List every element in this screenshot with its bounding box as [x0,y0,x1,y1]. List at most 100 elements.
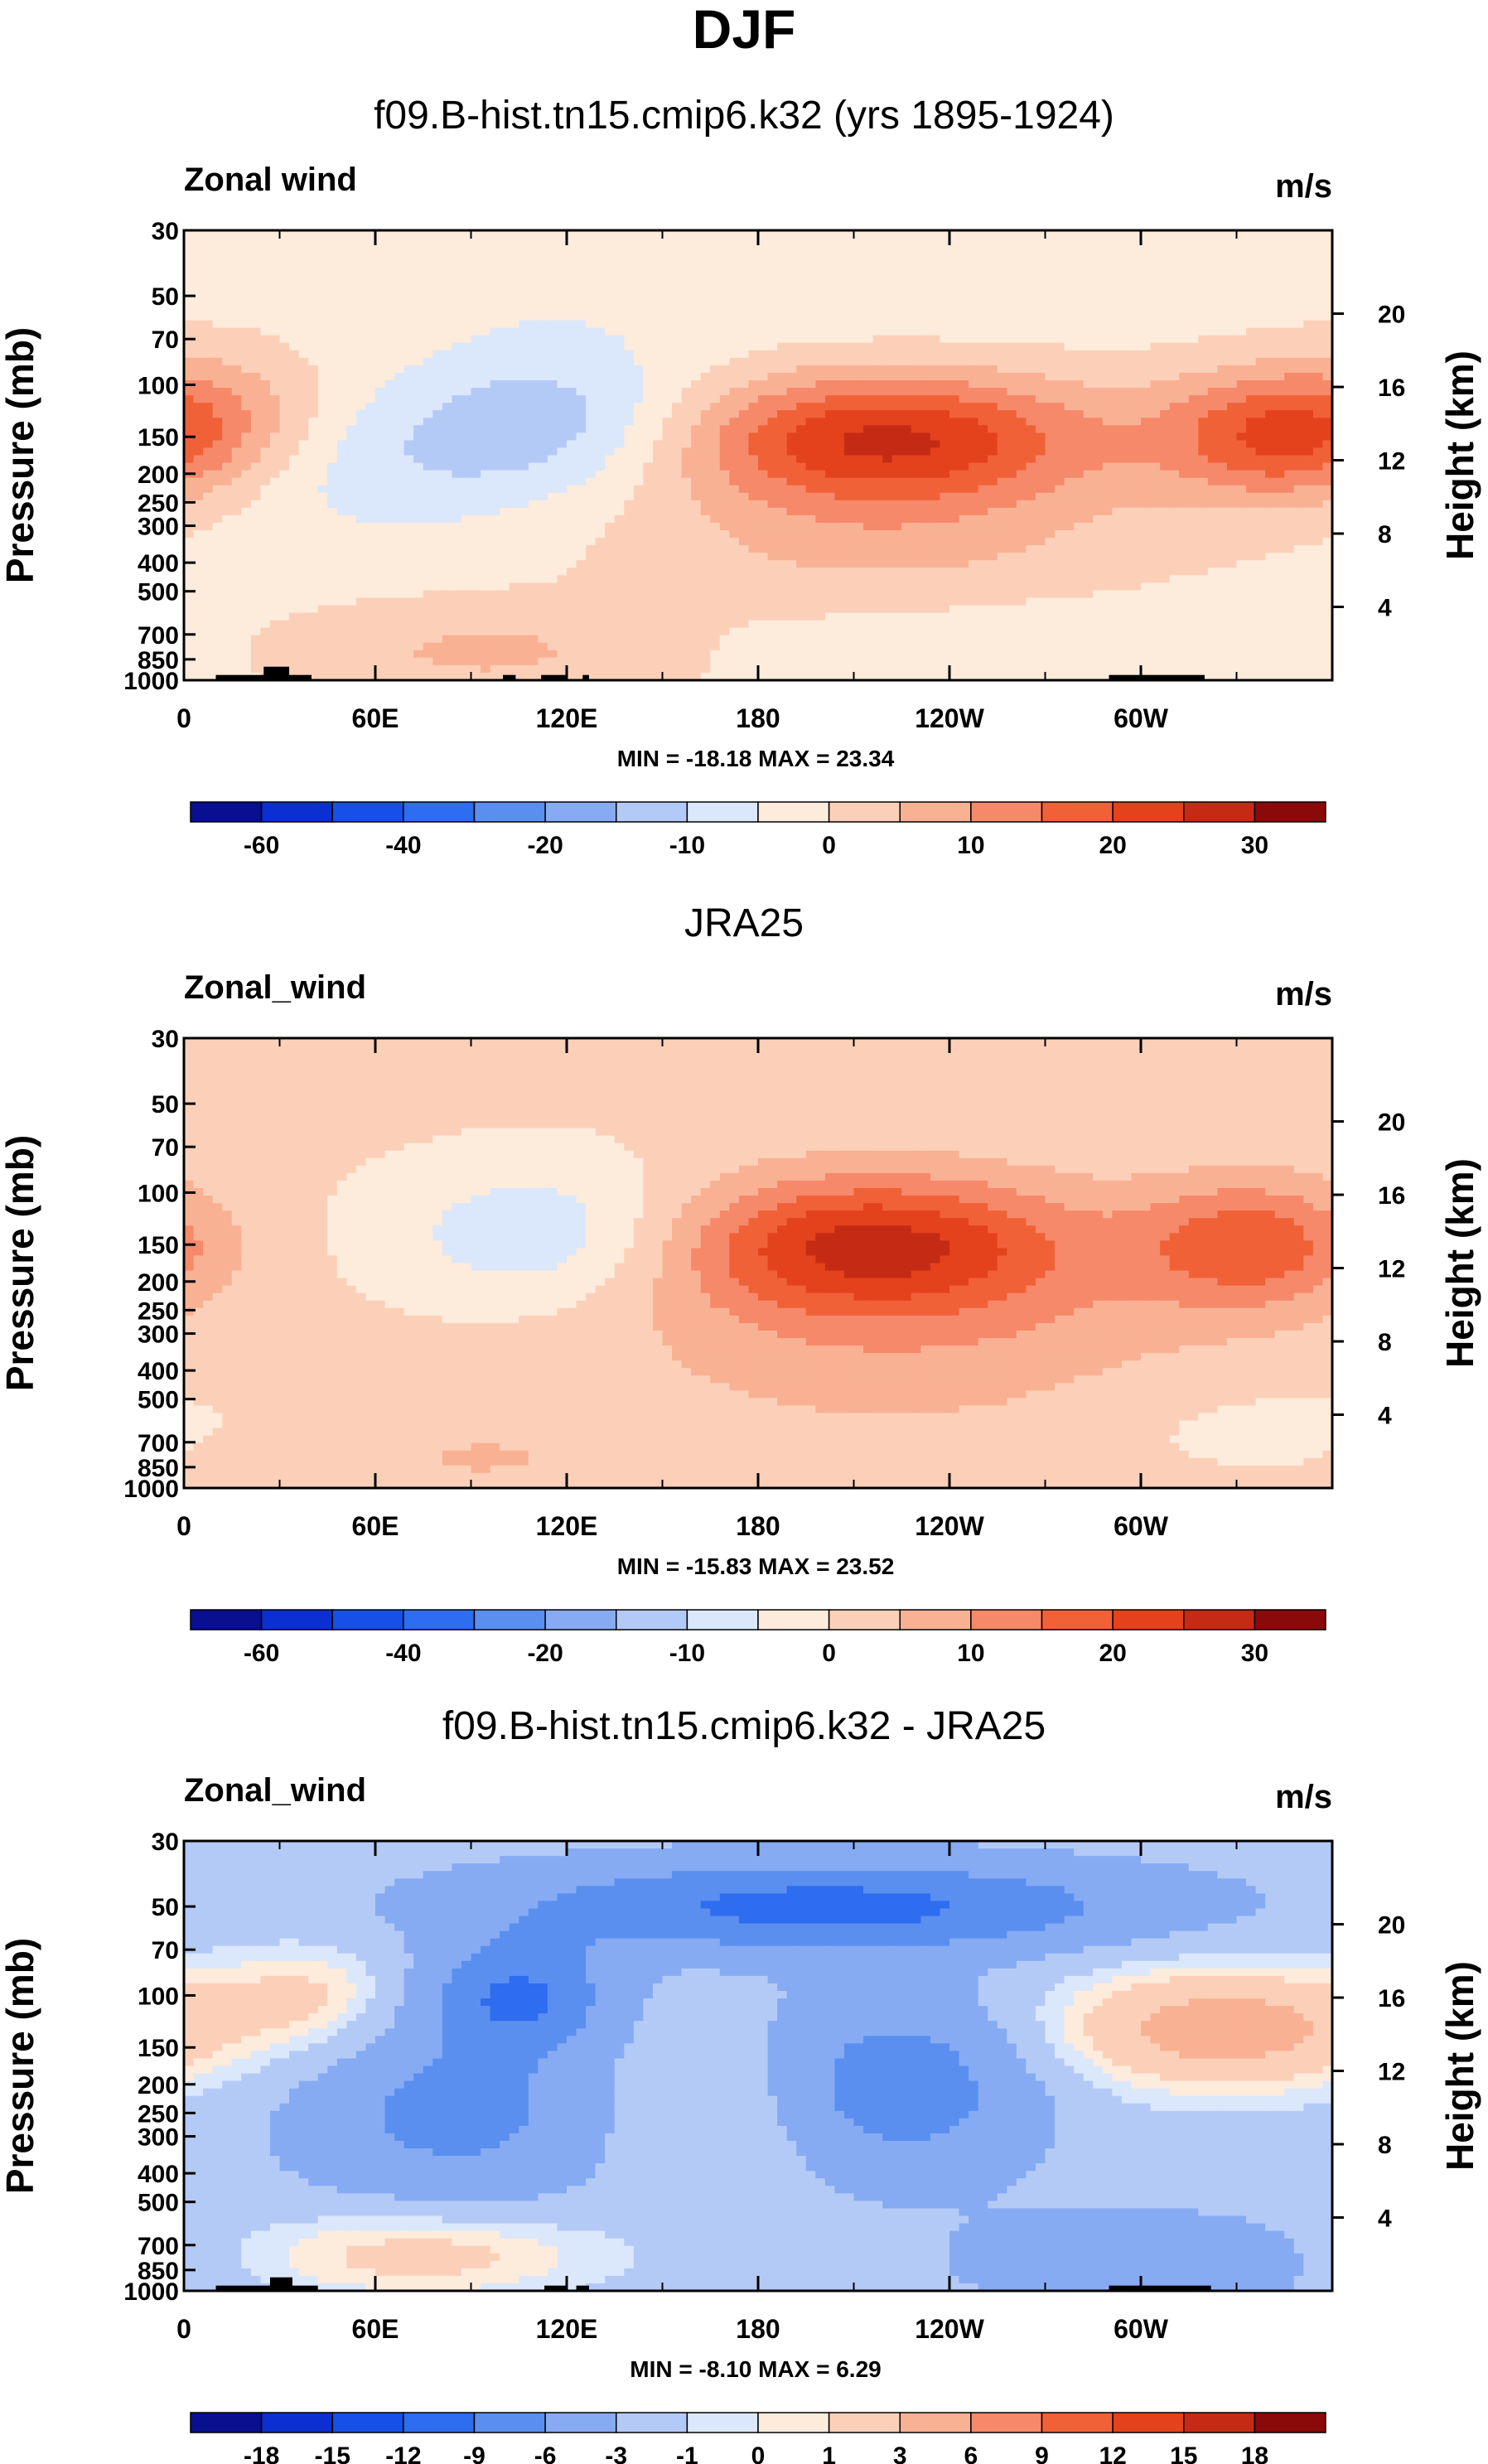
field-cell [365,507,376,516]
field-cell [911,327,921,336]
field-cell [586,357,597,366]
field-cell [605,612,616,621]
field-cell [538,507,548,516]
field-cell [269,485,281,494]
field-cell [557,657,568,666]
field-cell [949,403,960,411]
field-cell [346,560,357,568]
field-cell [595,447,606,457]
field-cell [643,575,654,583]
field-cell [336,560,347,568]
field-cell [336,365,347,374]
field-cell [969,470,979,479]
field-cell [519,672,529,680]
field-cell [481,327,491,336]
field-cell [586,672,597,680]
field-cell [231,545,242,553]
field-cell [891,635,902,644]
field-cell [442,425,452,433]
field-cell [528,418,539,426]
field-cell [461,538,472,546]
field-cell [279,492,290,501]
field-cell [930,372,941,381]
field-cell [681,253,692,261]
field-cell [949,477,960,486]
field-cell [672,238,683,246]
field-cell [567,597,577,606]
field-cell [327,507,338,516]
field-cell [605,418,616,426]
field-cell [327,657,338,666]
field-cell [184,297,195,307]
field-cell [595,582,606,591]
field-cell [461,312,472,321]
field-cell [719,597,730,606]
field-cell [691,290,702,299]
field-cell [576,388,587,396]
field-cell [327,627,338,636]
field-cell [260,320,271,329]
field-cell [355,418,367,426]
field-cell [222,388,233,396]
field-cell [959,642,969,651]
field-cell [231,620,242,629]
field-cell [815,440,826,449]
field-cell [843,335,855,344]
field-cell [605,568,616,576]
field-cell [614,462,625,471]
field-cell [834,327,845,336]
field-cell [758,530,769,539]
field-cell [279,275,290,283]
field-cell [748,418,759,426]
field-cell [672,590,683,599]
field-cell [710,672,721,680]
field-cell [298,582,309,591]
field-cell [652,372,664,381]
field-cell [872,245,883,254]
field-cell [231,650,242,659]
field-cell [442,342,452,351]
field-cell [748,500,759,509]
field-cell [184,425,195,433]
field-cell [327,492,338,501]
field-cell [490,560,500,568]
field-cell [930,312,941,321]
field-cell [710,650,721,659]
field-cell [490,515,500,524]
field-cell [863,410,874,418]
field-cell [872,372,883,381]
field-cell [336,612,347,621]
field-cell [796,612,807,621]
field-cell [538,568,548,576]
field-cell [528,582,539,591]
field-cell [413,485,424,494]
field-cell [586,342,597,351]
field-cell [509,380,519,389]
field-cell [748,538,759,546]
field-cell [758,290,769,299]
field-cell [834,238,845,246]
field-cell [203,245,214,254]
field-cell [605,560,616,568]
field-cell [586,260,597,268]
field-cell [700,635,711,644]
field-cell [203,477,214,486]
field-cell [279,462,290,471]
field-cell [413,605,424,614]
field-cell [767,372,778,381]
field-cell [815,260,826,268]
field-cell [614,642,625,651]
field-cell [490,455,500,464]
field-cell [767,238,778,246]
field-cell [843,522,855,531]
field-cell [633,560,644,568]
field-cell [452,380,462,389]
field-cell [930,650,941,659]
field-cell [471,620,481,629]
field-cell [969,327,979,336]
field-cell [250,627,261,636]
field-cell [777,238,788,246]
field-cell [872,305,883,314]
field-cell [643,410,654,418]
field-cell [624,597,635,606]
